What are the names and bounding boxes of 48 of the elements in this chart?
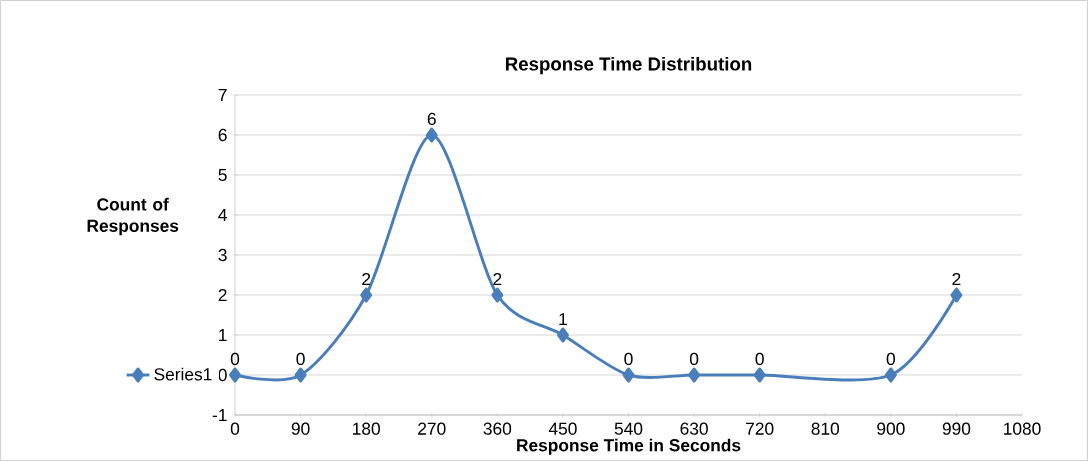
point bbox=[294, 367, 307, 383]
y-tick-label: 6 bbox=[218, 128, 227, 142]
point bbox=[950, 287, 963, 303]
x-tick-label: 0 bbox=[230, 422, 240, 435]
data-label: 0 bbox=[755, 352, 764, 366]
point bbox=[229, 367, 241, 383]
data-label: 6 bbox=[427, 112, 436, 126]
y-tick-label: 2 bbox=[218, 288, 227, 302]
x-tick-label: 90 bbox=[291, 422, 310, 435]
data-label: 2 bbox=[952, 272, 961, 286]
y-tick-label: 4 bbox=[218, 209, 227, 221]
point bbox=[688, 367, 701, 383]
y-tick-label: 0 bbox=[218, 368, 227, 382]
point bbox=[622, 367, 635, 383]
x-tick-label: 270 bbox=[418, 422, 446, 435]
data-label: 2 bbox=[493, 272, 502, 286]
y-axis-title: Count of Responses bbox=[87, 197, 179, 236]
y-tick-label: -1 bbox=[212, 409, 227, 421]
x-tick-label: 630 bbox=[680, 422, 708, 435]
data-label: 1 bbox=[559, 313, 567, 326]
data-label: 2 bbox=[362, 272, 371, 286]
x-tick-label: 810 bbox=[811, 422, 840, 435]
y-tick-label: 5 bbox=[218, 168, 227, 182]
x-tick-label: 180 bbox=[353, 422, 380, 435]
point bbox=[491, 287, 504, 303]
legend-label: Series1 bbox=[154, 367, 212, 381]
data-label: 0 bbox=[296, 352, 305, 366]
point bbox=[425, 127, 438, 143]
data-label: 0 bbox=[886, 352, 895, 366]
chart-title: Response Time Distribution bbox=[505, 56, 752, 75]
data-label: 0 bbox=[230, 352, 240, 366]
data-label: 0 bbox=[689, 352, 699, 366]
x-tick-label: 450 bbox=[548, 422, 577, 435]
point bbox=[753, 367, 766, 383]
x-axis-title: Response Time in Seconds bbox=[517, 438, 741, 455]
point bbox=[556, 327, 569, 343]
y-tick-label: 3 bbox=[218, 248, 227, 262]
point bbox=[360, 287, 373, 303]
x-tick-label: 540 bbox=[614, 422, 643, 435]
x-tick-label: 900 bbox=[877, 422, 905, 435]
y-tick-label: 7 bbox=[218, 89, 227, 101]
y-tick-label: 1 bbox=[219, 329, 227, 341]
x-tick-label: 990 bbox=[942, 422, 971, 435]
x-tick-label: 360 bbox=[483, 422, 512, 435]
x-tick-label: 1080 bbox=[1004, 422, 1041, 435]
data-label: 0 bbox=[624, 352, 633, 366]
x-tick-label: 720 bbox=[746, 422, 774, 435]
point bbox=[884, 367, 897, 383]
